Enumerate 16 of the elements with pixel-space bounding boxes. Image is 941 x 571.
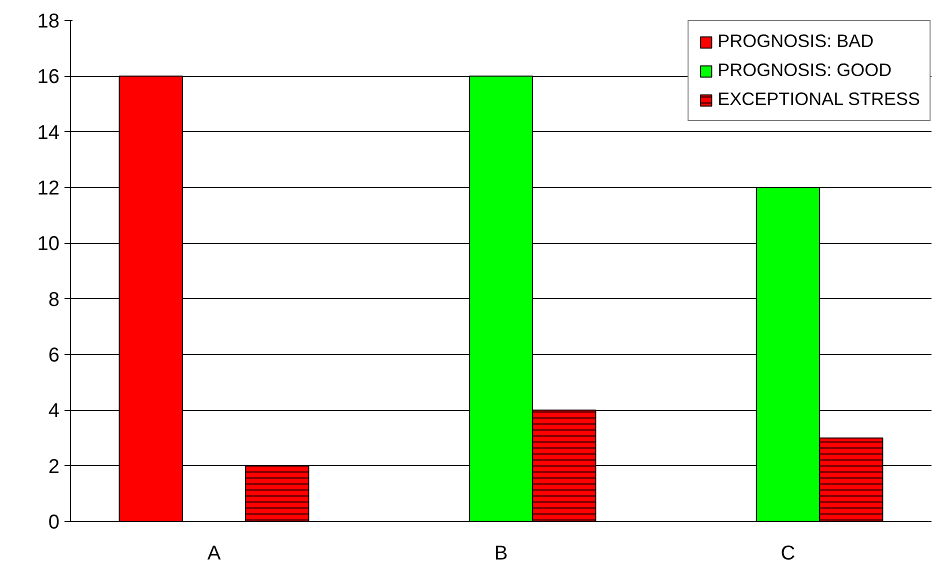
x-tick-label: C (780, 542, 796, 564)
y-tick-label: 18 (37, 10, 60, 32)
y-tick-label: 8 (48, 288, 60, 311)
y-tick-label: 2 (48, 456, 60, 478)
y-tick-label: 0 (48, 512, 60, 534)
legend-label: PROGNOSIS: GOOD (718, 60, 892, 81)
y-tick-label: 6 (48, 344, 60, 366)
y-tick-label: 12 (37, 178, 60, 200)
legend-label: EXCEPTIONAL STRESS (718, 89, 920, 110)
y-tick-label: 10 (37, 233, 60, 256)
y-tick-label: 4 (48, 400, 60, 422)
legend-label: PROGNOSIS: BAD (718, 31, 874, 52)
y-tick-label: 14 (37, 122, 60, 144)
x-tick-label: A (207, 542, 222, 564)
x-tick-label: B (494, 542, 508, 564)
y-tick-label: 16 (37, 66, 60, 88)
